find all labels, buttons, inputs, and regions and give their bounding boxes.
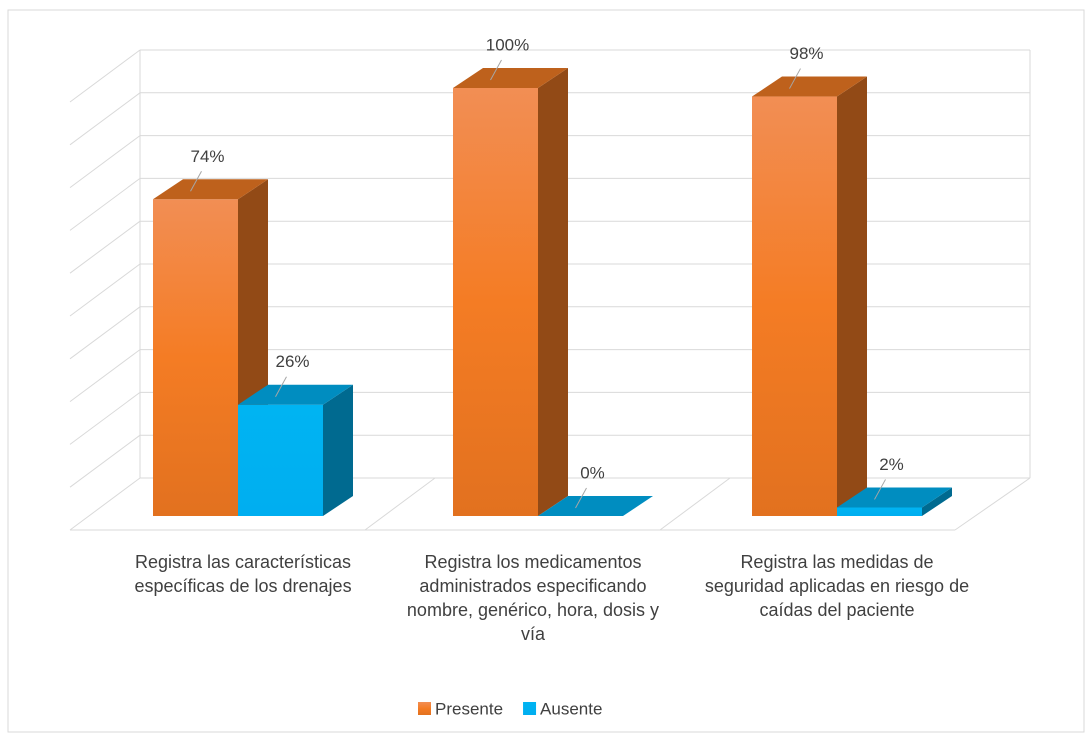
leader-line <box>275 376 287 397</box>
side-grid-line <box>69 220 141 274</box>
value-label: 98% <box>789 44 823 63</box>
bar-top <box>453 68 568 88</box>
floor-divider <box>659 477 731 531</box>
bar-side <box>538 68 568 516</box>
category-label: Registra las características específicas… <box>134 552 352 596</box>
legend-swatch <box>418 702 431 715</box>
leader-line <box>874 479 886 500</box>
side-grid-line <box>69 135 141 189</box>
floor-edge <box>954 477 1031 531</box>
bar-top <box>538 496 653 516</box>
frame <box>7 9 1085 733</box>
side-grid-line <box>69 349 141 403</box>
value-label: 2% <box>879 455 904 474</box>
leader-line <box>575 487 587 509</box>
side-grid-line <box>69 92 141 146</box>
side-grid-line <box>69 306 141 360</box>
category-label: Registra las medidas de seguridad aplica… <box>704 552 970 620</box>
value-label: 26% <box>275 352 309 371</box>
side-grid-line <box>69 263 141 317</box>
bar-top <box>238 384 353 405</box>
category-label: Registra los medicamentos administrados … <box>406 552 660 644</box>
legend-label: Presente <box>435 699 503 718</box>
bar-top <box>837 487 952 508</box>
side-grid-line <box>69 477 141 531</box>
bar <box>837 507 922 516</box>
side-grid-line <box>69 391 141 445</box>
leader-line <box>190 171 202 192</box>
leader-line <box>789 68 801 89</box>
side-grid-line <box>69 434 141 488</box>
leader-line <box>490 59 502 81</box>
bar-side <box>323 384 353 516</box>
bar <box>153 199 238 516</box>
bar-top <box>153 179 268 200</box>
bar <box>752 96 837 516</box>
bar-top <box>752 76 867 97</box>
value-label: 0% <box>580 463 605 482</box>
side-grid-line <box>69 177 141 231</box>
side-grid-line <box>69 49 141 103</box>
floor-divider <box>364 477 436 531</box>
legend-label: Ausente <box>540 699 602 718</box>
bar-side <box>922 487 952 516</box>
value-label: 74% <box>190 147 224 166</box>
bar <box>453 88 538 516</box>
bar <box>238 404 323 516</box>
value-label: 100% <box>486 35 529 54</box>
bar-side <box>837 76 867 516</box>
legend-swatch <box>523 702 537 715</box>
